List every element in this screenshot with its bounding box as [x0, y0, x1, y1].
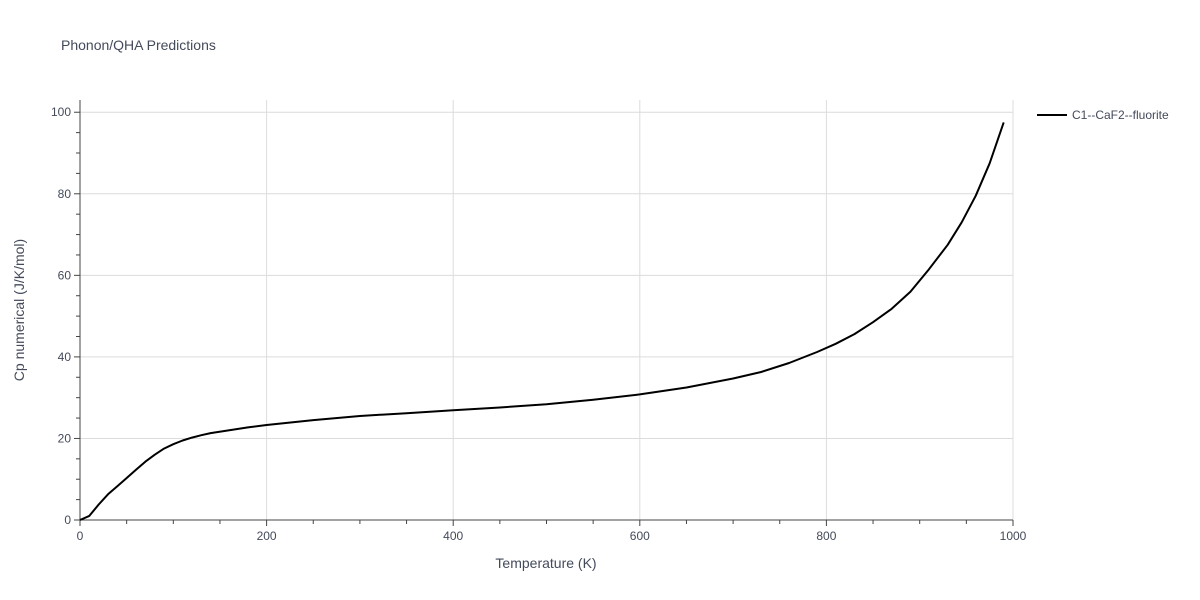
y-tick-label: 80: [58, 187, 72, 201]
axes-layer: [74, 100, 1014, 526]
y-axis-title: Cp numerical (J/K/mol): [11, 239, 27, 381]
series-line: [79, 122, 1005, 521]
legend-label: C1--CaF2--fluorite: [1072, 108, 1169, 122]
legend[interactable]: C1--CaF2--fluorite: [1037, 108, 1169, 122]
y-tick-label: 20: [58, 431, 72, 445]
x-tick-label: 1000: [1000, 529, 1027, 543]
x-tick-label: 0: [77, 529, 84, 543]
y-tick-label: 40: [58, 350, 72, 364]
grid-layer: [80, 100, 1014, 520]
x-tick-label: 800: [816, 529, 836, 543]
x-tick-label: 600: [630, 529, 650, 543]
series-layer: [79, 122, 1005, 521]
chart-title: Phonon/QHA Predictions: [61, 37, 216, 53]
x-tick-label: 400: [443, 529, 463, 543]
y-tick-label: 100: [51, 105, 71, 119]
tick-labels: 0 200 400 600 800 1000 0 20 40 60 80 100: [51, 105, 1027, 543]
y-tick-label: 60: [58, 268, 72, 282]
x-axis-title: Temperature (K): [495, 555, 596, 571]
y-tick-label: 0: [64, 513, 71, 527]
x-tick-label: 200: [257, 529, 277, 543]
